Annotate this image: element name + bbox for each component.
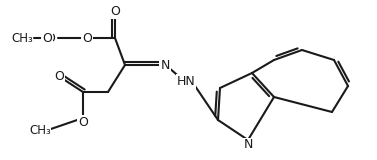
Text: N: N bbox=[160, 59, 170, 72]
Text: HN: HN bbox=[177, 75, 195, 88]
Text: N: N bbox=[243, 139, 253, 152]
Text: CH₃: CH₃ bbox=[29, 124, 51, 136]
Text: O: O bbox=[82, 32, 92, 44]
Text: O: O bbox=[42, 32, 52, 44]
Text: O: O bbox=[54, 69, 64, 83]
Text: O: O bbox=[45, 32, 55, 44]
Text: CH₃: CH₃ bbox=[11, 32, 33, 44]
Text: O: O bbox=[110, 4, 120, 17]
Text: O: O bbox=[78, 116, 88, 128]
